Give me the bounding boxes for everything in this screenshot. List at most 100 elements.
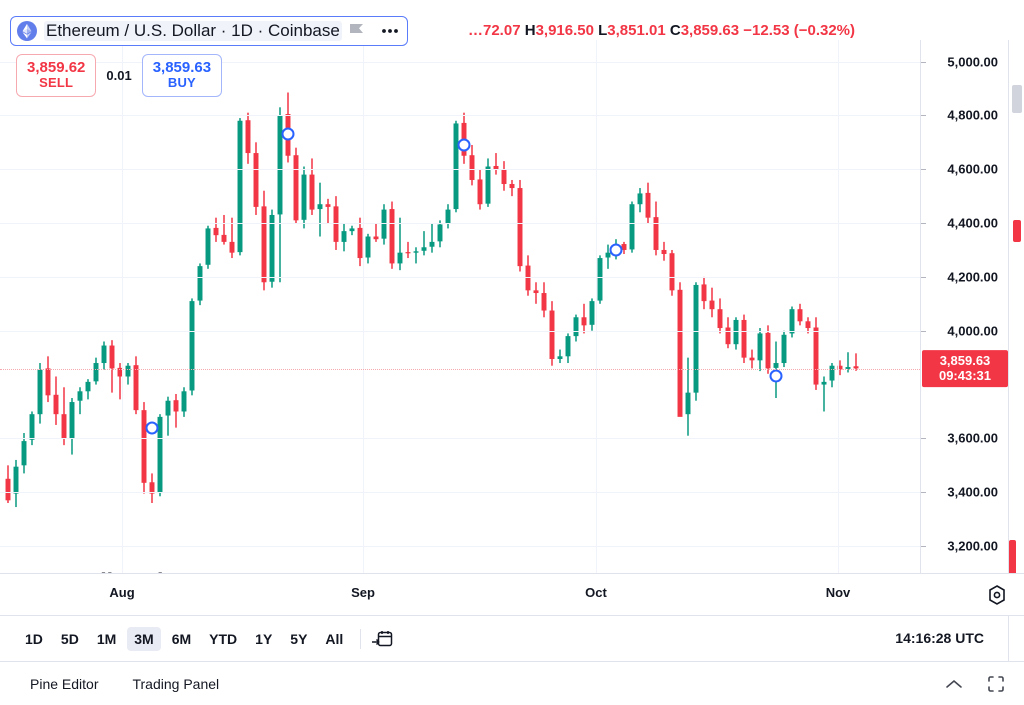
buy-button[interactable]: 3,859.63 BUY <box>141 54 223 98</box>
candle-body <box>437 224 443 242</box>
candle-body <box>445 209 451 224</box>
range-button-1m[interactable]: 1M <box>96 630 117 647</box>
candle-body <box>813 327 819 385</box>
symbol-chip[interactable]: Ethereum / U.S. Dollar · 1D · Coinbase <box>10 16 408 46</box>
time-axis[interactable]: Aug Sep Oct Nov <box>0 573 1024 615</box>
candle-wick <box>423 231 425 256</box>
range-button-6m[interactable]: 6M <box>171 630 192 647</box>
current-price-tag[interactable]: 3,859.63 09:43:31 <box>922 349 1008 388</box>
price-axis-label: 5,000.00 <box>947 54 998 70</box>
candle-body <box>573 317 579 337</box>
gridline <box>596 40 597 573</box>
price-axis-tick <box>921 546 926 548</box>
price-axis[interactable]: 5,000.00 4,800.00 4,600.00 4,400.00 4,200.00… <box>920 40 1008 573</box>
candle-body <box>597 258 603 301</box>
bottom-panel-bar[interactable]: Pine Editor Trading Panel <box>0 661 1024 705</box>
footer-actions <box>944 674 1006 694</box>
range-button-3m[interactable]: 3M <box>127 626 161 651</box>
candlestick-plot[interactable]: TradingView <box>0 40 920 573</box>
candle-body <box>781 334 787 364</box>
candle-wick <box>399 217 401 271</box>
gridline <box>0 330 920 332</box>
candle-body <box>533 290 539 294</box>
ohlc-low-label: L <box>598 22 608 39</box>
sell-label: SELL <box>39 75 74 91</box>
candle-wick <box>79 387 81 415</box>
go-to-date-icon[interactable] <box>371 628 393 650</box>
ohlc-close-value: 3,859.63 <box>680 22 740 39</box>
gridline <box>0 223 920 225</box>
scrollbar-thumb[interactable] <box>1012 85 1022 113</box>
price-axis-tick <box>921 61 926 63</box>
maximize-icon[interactable] <box>986 674 1006 694</box>
gridline <box>122 40 123 573</box>
gridline <box>0 169 920 171</box>
candle-body <box>373 236 379 240</box>
footer-tab-trading-panel[interactable]: Trading Panel <box>132 675 220 692</box>
chevron-up-icon[interactable] <box>944 674 964 694</box>
candle-body <box>557 356 563 359</box>
price-axis-tick <box>921 115 926 117</box>
footer-tab-pine-editor[interactable]: Pine Editor <box>30 675 99 692</box>
candle-body <box>709 300 715 310</box>
more-options-icon[interactable] <box>381 28 399 34</box>
range-button-5y[interactable]: 5Y <box>290 630 308 647</box>
symbol-title: Ethereum / U.S. Dollar · 1D · Coinbase <box>44 21 342 41</box>
range-button-all[interactable]: All <box>325 630 344 647</box>
order-marker[interactable] <box>145 421 159 435</box>
footer-tabs: Pine Editor Trading Panel <box>0 670 229 698</box>
ohlc-close-label: C <box>669 22 681 39</box>
range-button-ytd[interactable]: YTD <box>209 630 238 647</box>
ohlc-open-value: …72.07 <box>468 22 521 39</box>
right-scroll-rail[interactable] <box>1008 40 1024 580</box>
current-price-countdown: 09:43:31 <box>938 368 992 383</box>
candle-body <box>565 336 571 357</box>
order-marker[interactable] <box>609 243 623 257</box>
candle-body <box>165 400 171 416</box>
candle-wick <box>407 241 409 259</box>
range-button-1d[interactable]: 1D <box>25 630 43 647</box>
chart-area[interactable]: TradingView Ethereum / U.S. Dollar · 1D … <box>0 0 1024 615</box>
time-axis-label: Nov <box>825 585 851 600</box>
candle-body <box>213 227 219 236</box>
range-button-1y[interactable]: 1Y <box>255 630 273 647</box>
order-marker[interactable] <box>281 127 295 141</box>
range-bar-rail <box>1008 616 1024 662</box>
time-axis-label: Aug <box>109 585 135 600</box>
candle-body <box>157 416 163 494</box>
ethereum-icon <box>17 21 37 41</box>
candle-body <box>485 166 491 204</box>
price-axis-tick <box>921 223 926 225</box>
timezone-settings-icon[interactable] <box>986 584 1008 606</box>
current-price-value: 3,859.63 <box>939 352 991 368</box>
candle-wick <box>231 217 233 259</box>
sell-button[interactable]: 3,859.62 SELL <box>16 54 97 98</box>
candle-body <box>349 228 355 232</box>
date-range-toolbar[interactable]: 1D 5D 1M 3M 6M YTD 1Y 5Y All 14:16:28 UTC <box>0 615 1024 662</box>
candle-wick <box>319 182 321 237</box>
order-marker[interactable] <box>769 369 783 383</box>
candle-body <box>645 192 651 218</box>
order-marker[interactable] <box>457 138 471 152</box>
ohlc-high-label: H <box>524 22 536 39</box>
price-axis-tick <box>921 330 926 332</box>
ohlc-change: −12.53 (−0.32%) <box>743 22 856 39</box>
time-axis-label: Sep <box>351 585 375 600</box>
candle-body <box>677 289 683 417</box>
order-quantity[interactable]: 0.01 <box>106 68 132 84</box>
candle-body <box>261 206 267 283</box>
candle-body <box>469 155 475 180</box>
flag-icon[interactable] <box>349 23 364 40</box>
candle-body <box>61 414 67 439</box>
candle-body <box>125 365 131 377</box>
candle-body <box>837 365 843 370</box>
candle-body <box>669 253 675 291</box>
candle-body <box>325 204 331 207</box>
candle-body <box>77 391 83 401</box>
candle-wick <box>775 341 777 399</box>
candle-body <box>109 345 115 369</box>
price-axis-label: 4,600.00 <box>947 161 998 177</box>
range-button-5d[interactable]: 5D <box>60 630 79 647</box>
candle-body <box>429 241 435 247</box>
